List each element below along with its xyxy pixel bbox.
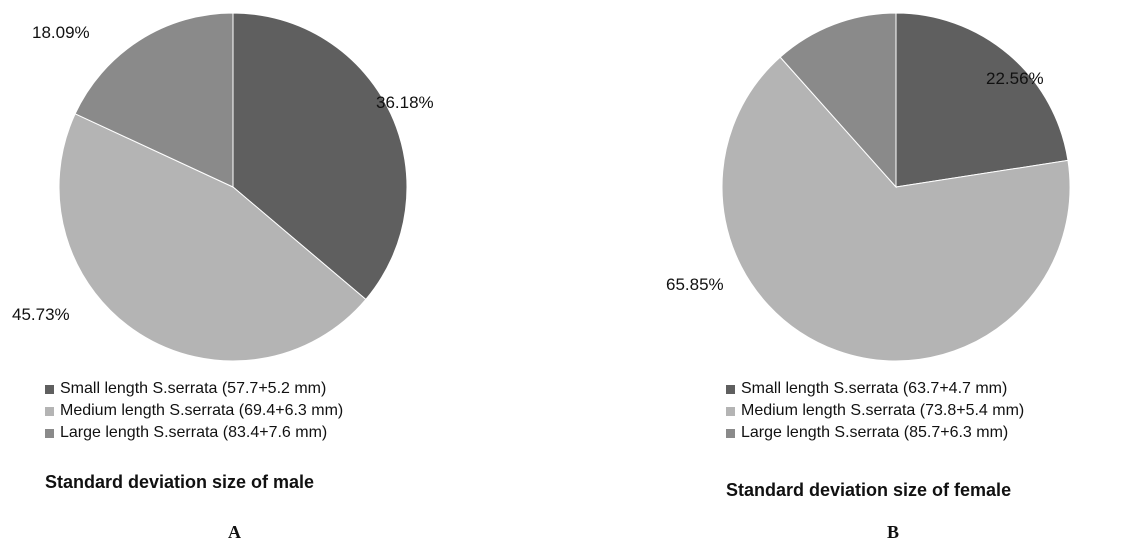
legend-item-medium: Medium length S.serrata (69.4+6.3 mm) bbox=[45, 400, 343, 422]
legend-male: Small length S.serrata (57.7+5.2 mm) Medi… bbox=[45, 378, 343, 444]
pie-slice-small bbox=[895, 12, 1069, 188]
pie-chart-female: 22.56% 65.85% bbox=[666, 12, 1071, 362]
panel-label-b: B bbox=[887, 522, 900, 542]
legend-swatch bbox=[45, 384, 54, 394]
data-label-medium: 65.85% bbox=[666, 275, 724, 294]
panel-label-a: A bbox=[228, 522, 241, 542]
legend-label: Small length S.serrata (57.7+5.2 mm) bbox=[60, 380, 327, 397]
pie-slice-large bbox=[779, 12, 897, 189]
legend-label: Large length S.serrata (83.4+7.6 mm) bbox=[60, 424, 328, 441]
legend-label: Small length S.serrata (63.7+4.7 mm) bbox=[741, 380, 1008, 397]
data-label-small: 22.56% bbox=[986, 69, 1044, 88]
chart-title-female: Standard deviation size of female bbox=[726, 480, 1012, 500]
legend-swatch bbox=[726, 384, 735, 394]
legend-item-small: Small length S.serrata (57.7+5.2 mm) bbox=[45, 378, 343, 400]
chart-panel-male: 36.18% 45.73% 18.09% Small length S.serrat… bbox=[0, 0, 560, 550]
legend-item-large: Large length S.serrata (85.7+6.3 mm) bbox=[726, 422, 1024, 444]
pie-slice-small bbox=[232, 12, 408, 301]
legend-label: Medium length S.serrata (69.4+6.3 mm) bbox=[60, 402, 344, 419]
pie-slice-medium bbox=[721, 56, 1071, 362]
legend-item-large: Large length S.serrata (83.4+7.6 mm) bbox=[45, 422, 343, 444]
legend-swatch bbox=[726, 428, 735, 438]
legend-swatch bbox=[45, 406, 54, 416]
chart-title-male: Standard deviation size of male bbox=[45, 472, 315, 492]
legend-item-small: Small length S.serrata (63.7+4.7 mm) bbox=[726, 378, 1024, 400]
pie-slice-medium bbox=[58, 113, 367, 362]
data-label-small: 36.18% bbox=[376, 93, 434, 112]
legend-label: Medium length S.serrata (73.8+5.4 mm) bbox=[741, 402, 1025, 419]
legend-swatch bbox=[726, 406, 735, 416]
data-label-medium: 45.73% bbox=[12, 305, 70, 324]
legend-label: Large length S.serrata (85.7+6.3 mm) bbox=[741, 424, 1009, 441]
legend-female: Small length S.serrata (63.7+4.7 mm) Medi… bbox=[726, 378, 1024, 444]
legend-swatch bbox=[45, 428, 54, 438]
data-label-large: 18.09% bbox=[32, 23, 90, 42]
pie-slice-large bbox=[74, 12, 234, 188]
legend-item-medium: Medium length S.serrata (73.8+5.4 mm) bbox=[726, 400, 1024, 422]
pie-chart-male: 36.18% 45.73% 18.09% bbox=[12, 12, 434, 362]
chart-panel-female: 22.56% 65.85% Small length S.serrata (63.… bbox=[560, 0, 1121, 550]
